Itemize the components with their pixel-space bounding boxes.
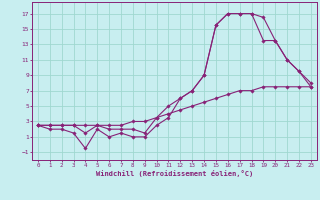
X-axis label: Windchill (Refroidissement éolien,°C): Windchill (Refroidissement éolien,°C) xyxy=(96,170,253,177)
